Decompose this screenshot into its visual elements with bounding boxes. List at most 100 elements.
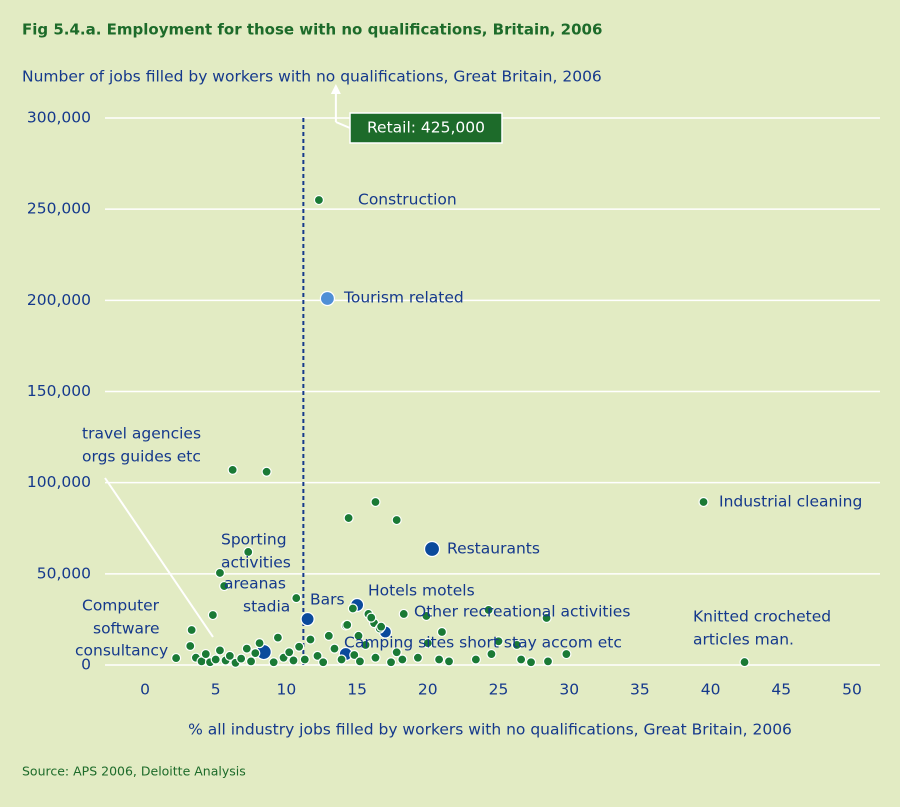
point xyxy=(207,609,218,621)
point xyxy=(200,648,211,660)
point xyxy=(250,648,261,659)
point xyxy=(214,567,226,579)
annotation: Knitted crocheted xyxy=(693,608,831,626)
point xyxy=(423,540,441,558)
point xyxy=(443,656,455,667)
point xyxy=(354,656,366,667)
point xyxy=(236,653,247,664)
point xyxy=(698,496,709,508)
retail-box xyxy=(349,112,503,144)
point xyxy=(436,626,448,638)
point xyxy=(516,654,527,665)
x-tick-label: 30 xyxy=(559,681,579,699)
annotation: Construction xyxy=(358,191,457,209)
point xyxy=(319,290,336,307)
point xyxy=(214,645,226,656)
chart-subtitle: Number of jobs filled by workers with no… xyxy=(22,68,602,86)
point xyxy=(288,655,299,666)
point xyxy=(305,634,316,645)
y-tick-label: 300,000 xyxy=(27,109,91,127)
point xyxy=(541,612,552,624)
x-tick-label: 35 xyxy=(630,681,650,699)
point xyxy=(739,656,750,668)
y-tick-label: 150,000 xyxy=(27,382,91,400)
annotation: Camping sites short stay accom etc xyxy=(344,634,622,652)
annotation: travel agencies xyxy=(82,425,201,443)
retail-connector xyxy=(335,121,351,129)
point xyxy=(185,640,196,652)
annotation: software xyxy=(93,620,160,638)
x-tick-label: 50 xyxy=(842,681,862,699)
point xyxy=(300,611,315,627)
point xyxy=(312,650,323,661)
annotation: consultancy xyxy=(75,642,168,660)
point xyxy=(542,656,554,667)
point xyxy=(313,194,325,206)
y-tick-label: 50,000 xyxy=(37,564,91,582)
x-tick-label: 45 xyxy=(771,681,791,699)
point xyxy=(245,656,257,667)
point xyxy=(391,647,402,658)
y-tick-label: 0 xyxy=(81,656,91,674)
y-tick-label: 250,000 xyxy=(27,200,91,218)
point xyxy=(360,639,371,651)
x-tick-label: 15 xyxy=(347,681,367,699)
retail-label: Retail: 425,000 xyxy=(367,119,485,137)
annotation: Restaurants xyxy=(447,540,540,558)
point xyxy=(525,657,537,668)
x-axis-label: % all industry jobs filled by workers wi… xyxy=(188,721,792,739)
point xyxy=(385,657,397,668)
point xyxy=(366,612,377,623)
point xyxy=(268,657,279,668)
point xyxy=(186,624,197,636)
chart-title: Fig 5.4.a. Employment for those with no … xyxy=(22,21,602,39)
point xyxy=(561,648,572,660)
annotation: Bars xyxy=(310,591,345,609)
point xyxy=(336,654,347,665)
annotation: Sporting xyxy=(221,531,287,549)
x-tick-label: 10 xyxy=(277,681,297,699)
annotation: articles man. xyxy=(693,631,794,649)
x-tick-label: 20 xyxy=(418,681,438,699)
retail-arrowhead xyxy=(330,84,341,94)
annotation: Hotels motels xyxy=(368,582,475,600)
point xyxy=(483,604,494,616)
point xyxy=(421,610,432,622)
point xyxy=(397,654,408,665)
point xyxy=(261,466,272,477)
annotation: Tourism related xyxy=(343,289,464,307)
point xyxy=(434,654,445,665)
annotation: orgs guides etc xyxy=(82,448,201,466)
point xyxy=(391,514,402,526)
annotation: stadia xyxy=(243,598,290,616)
source: Source: APS 2006, Deloitte Analysis xyxy=(22,764,246,779)
y-tick-label: 200,000 xyxy=(27,291,91,309)
point xyxy=(412,652,424,663)
point xyxy=(376,621,387,632)
x-tick-label: 5 xyxy=(211,681,221,699)
point xyxy=(318,657,329,668)
point xyxy=(254,638,265,649)
point xyxy=(343,512,354,524)
x-tick-label: 25 xyxy=(489,681,509,699)
point xyxy=(342,619,353,630)
point xyxy=(486,648,497,660)
annotation: areanas xyxy=(224,575,286,593)
point xyxy=(422,638,433,649)
point xyxy=(210,654,221,665)
annotation: activities xyxy=(221,554,291,572)
point xyxy=(398,608,409,620)
point xyxy=(329,643,340,654)
point xyxy=(291,592,302,604)
pointer-line xyxy=(104,477,214,638)
point xyxy=(323,630,334,641)
point xyxy=(272,632,284,643)
point xyxy=(349,649,360,661)
point xyxy=(243,546,254,558)
annotation: Computer xyxy=(82,597,160,615)
point xyxy=(284,647,295,658)
x-tick-label: 40 xyxy=(701,681,721,699)
point xyxy=(347,603,358,614)
point xyxy=(241,643,252,654)
